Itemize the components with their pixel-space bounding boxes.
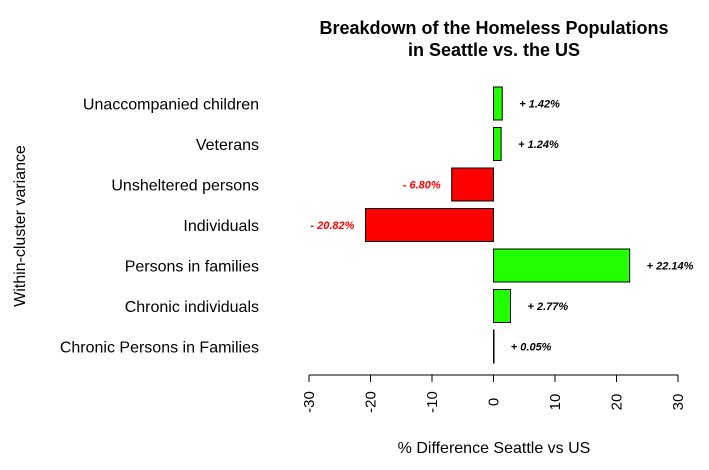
category-label: Chronic individuals xyxy=(125,299,259,316)
bar xyxy=(493,329,495,364)
x-axis: -30 -20 -10 0 10 20 30 xyxy=(301,374,687,413)
category-label: Unaccompanied children xyxy=(83,97,259,114)
x-tick-label: -30 xyxy=(301,391,318,413)
x-tick-label: 0 xyxy=(486,398,503,406)
x-tick-label: -10 xyxy=(424,391,441,413)
category-label: Veterans xyxy=(196,137,259,154)
bar xyxy=(451,167,494,202)
category-label: Individuals xyxy=(183,218,259,235)
y-axis-label: Within-cluster variance xyxy=(12,145,29,307)
category-label: Chronic Persons in Families xyxy=(60,340,259,357)
chart-title: Breakdown of the Homeless Populations xyxy=(319,18,668,38)
data-label: - 6.80% xyxy=(403,180,441,192)
bar xyxy=(493,248,631,283)
x-tick-label: 20 xyxy=(609,394,626,411)
chart-subtitle: in Seattle vs. the US xyxy=(408,40,580,60)
bar xyxy=(493,86,503,121)
x-tick-label: -20 xyxy=(363,391,380,413)
category-label: Unsheltered persons xyxy=(111,178,259,195)
category-label: Persons in families xyxy=(125,259,259,276)
bar xyxy=(364,208,494,242)
bars-layer: Unaccompanied children + 1.42% Veterans + 1… xyxy=(60,86,694,364)
data-label: + 1.24% xyxy=(518,139,559,151)
bar xyxy=(493,289,512,323)
data-label: + 2.77% xyxy=(528,301,569,313)
data-label: + 22.14% xyxy=(647,261,694,273)
data-label: + 1.42% xyxy=(519,99,560,111)
data-label: + 0.05% xyxy=(511,342,552,354)
bar xyxy=(493,127,502,161)
data-label: - 20.82% xyxy=(310,220,354,232)
x-axis-label: % Difference Seattle vs US xyxy=(398,440,591,457)
x-tick-label: 10 xyxy=(547,394,564,411)
x-tick-label: 30 xyxy=(670,394,687,411)
